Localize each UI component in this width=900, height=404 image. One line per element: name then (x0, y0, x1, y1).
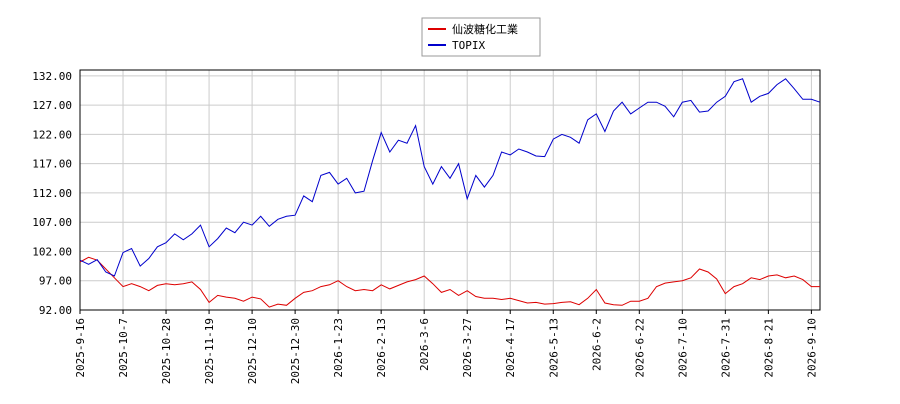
x-tick-label: 2025-11-19 (203, 318, 216, 384)
x-tick-label: 2026-1-23 (332, 318, 345, 378)
y-tick-label: 107.00 (32, 216, 72, 229)
x-tick-label: 2026-4-17 (504, 318, 517, 378)
legend-label: TOPIX (452, 39, 485, 52)
y-tick-label: 92.00 (39, 304, 72, 317)
x-tick-label: 2026-6-22 (633, 318, 646, 378)
x-tick-label: 2026-5-13 (547, 318, 560, 378)
y-tick-label: 122.00 (32, 128, 72, 141)
x-tick-label: 2025-10-28 (160, 318, 173, 384)
x-tick-label: 2026-8-21 (762, 318, 775, 378)
x-tick-label: 2026-3-27 (461, 318, 474, 378)
x-tick-label: 2025-12-30 (289, 318, 302, 384)
y-tick-label: 132.00 (32, 70, 72, 83)
x-tick-label: 2026-2-13 (375, 318, 388, 378)
y-tick-label: 127.00 (32, 99, 72, 112)
y-tick-label: 112.00 (32, 187, 72, 200)
x-tick-label: 2026-7-10 (676, 318, 689, 378)
x-tick-label: 2026-3-6 (418, 318, 431, 371)
x-tick-label: 2025-9-16 (74, 318, 87, 378)
series-line (79, 78, 821, 277)
x-tick-label: 2026-9-10 (805, 318, 818, 378)
y-tick-label: 102.00 (32, 245, 72, 258)
series-line (79, 256, 820, 308)
y-tick-label: 97.00 (39, 275, 72, 288)
x-tick-label: 2026-6-2 (590, 318, 603, 371)
legend-label: 仙波糖化工業 (452, 22, 518, 36)
x-tick-label: 2025-10-7 (117, 318, 130, 378)
x-tick-label: 2025-12-10 (246, 318, 259, 384)
y-tick-label: 117.00 (32, 158, 72, 171)
legend-box (421, 17, 541, 57)
plot-frame (79, 69, 821, 311)
x-tick-label: 2026-7-31 (719, 318, 732, 378)
